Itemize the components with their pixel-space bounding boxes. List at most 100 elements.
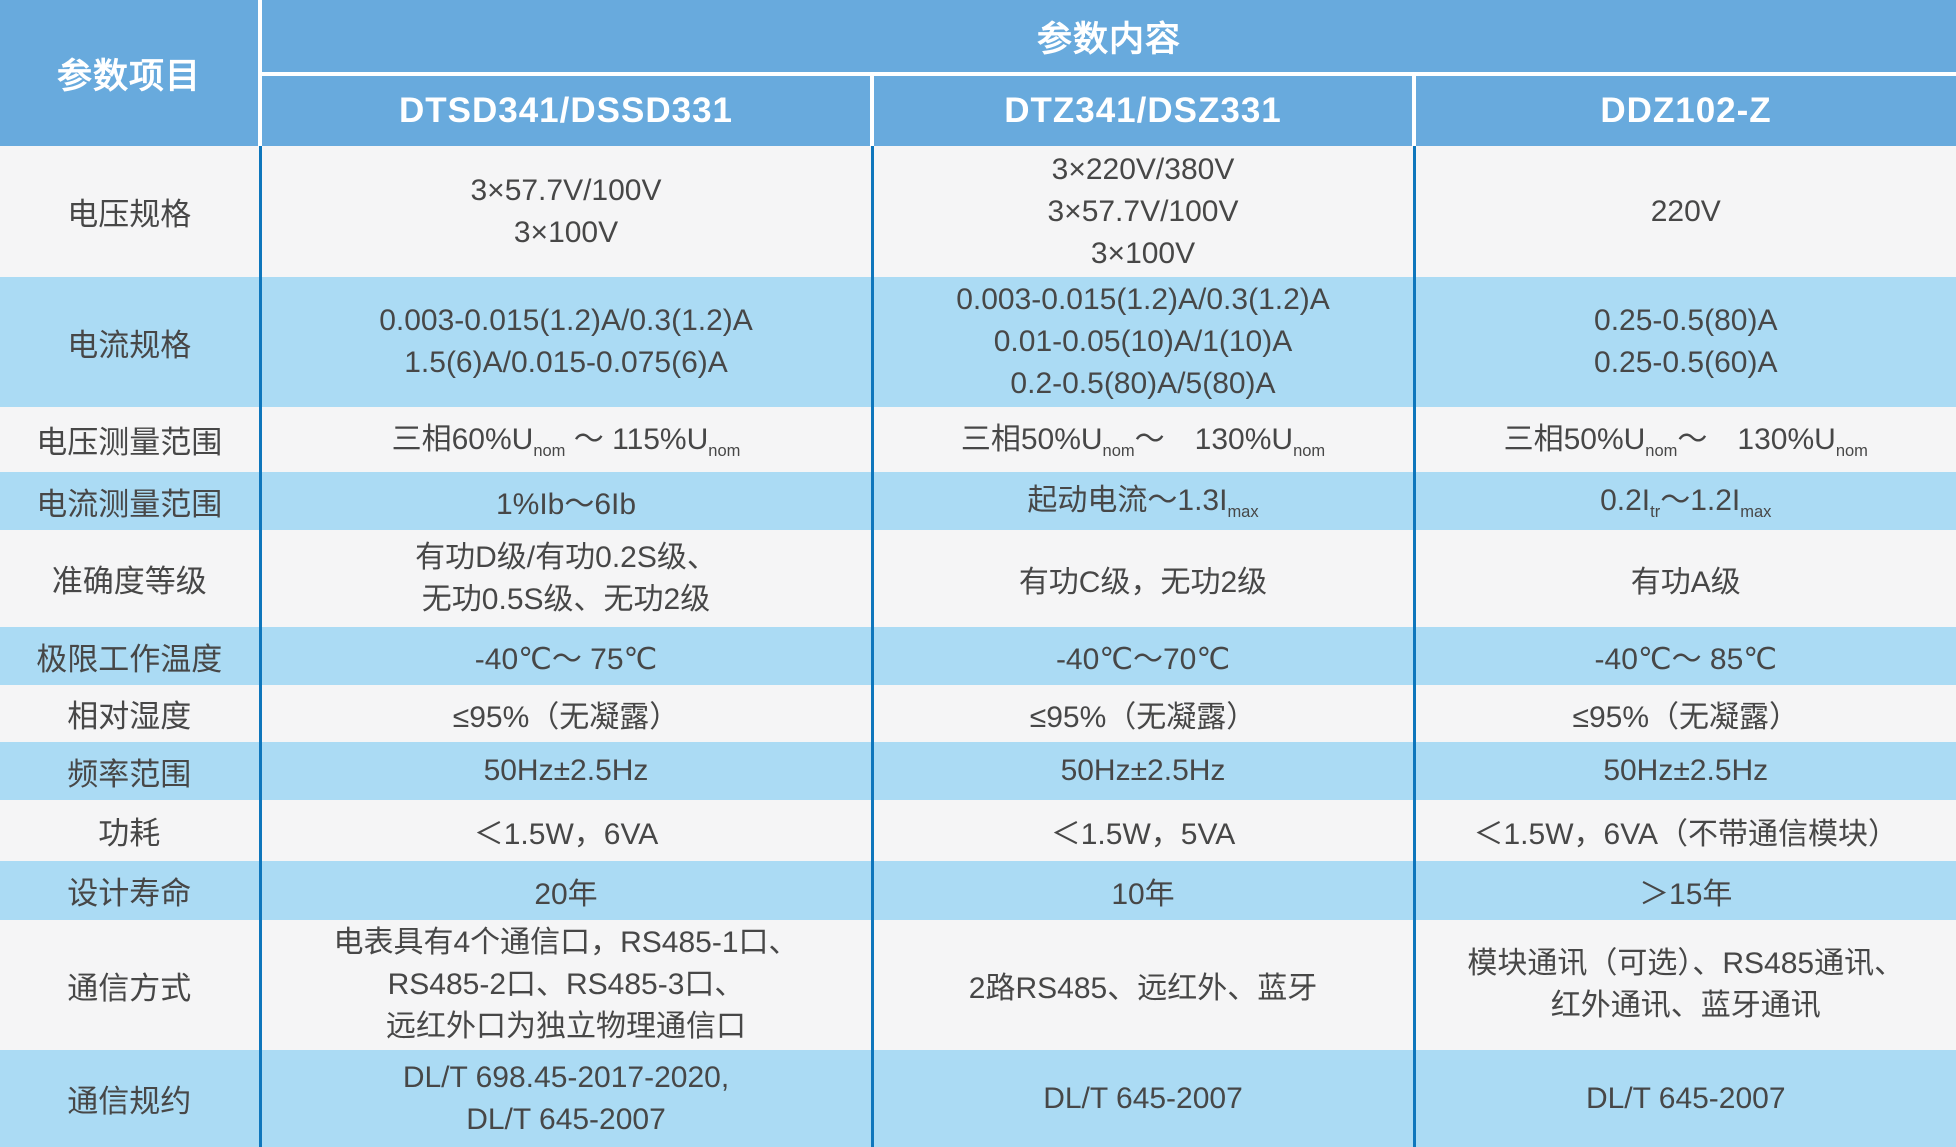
- cell-comm-method-ddz: 模块通讯（可选）、RS485通讯、 红外通讯、蓝牙通讯: [1412, 920, 1956, 1050]
- cell-line: 0.2-0.5(80)A/5(80)A: [1010, 367, 1276, 400]
- cell-accuracy-dtsd: 有功D级/有功0.2S级、 无功0.5S级、无功2级: [258, 530, 872, 627]
- cell-line: 0.25-0.5(80)A: [1594, 304, 1778, 337]
- cell-line: 3×57.7V/100V: [1047, 194, 1239, 228]
- cell-current-range-dtz: 起动电流～1.3Imax: [870, 472, 1414, 530]
- table-row-voltage-spec: 电压规格 3×57.7V/100V 3×100V 3×220V/380V 3×5…: [0, 146, 1956, 277]
- cell-humidity-ddz: ≤95%（无凝露）: [1412, 685, 1956, 742]
- table-row-operating-temperature: 极限工作温度 -40℃～ 75℃ -40℃～70℃ -40℃～ 85℃: [0, 627, 1956, 685]
- cell-line: 0.003-0.015(1.2)A/0.3(1.2)A: [379, 304, 753, 337]
- cell-current-spec-ddz: 0.25-0.5(80)A 0.25-0.5(60)A: [1412, 277, 1956, 407]
- cell-line: 3×220V/380V: [1051, 152, 1235, 186]
- cell-voltage-spec-ddz: 220V: [1412, 146, 1956, 277]
- cell-voltage-range-ddz: 三相50%Unom～ 130%Unom: [1412, 407, 1956, 472]
- cell-voltage-range-dtz: 三相50%Unom～ 130%Unom: [870, 407, 1414, 472]
- sub-run: nom: [1645, 441, 1678, 460]
- cell-line: 三相50%Unom～ 130%Unom: [874, 419, 1413, 461]
- text-run: 三相50%U: [960, 422, 1103, 456]
- cell-life-dtz: 10年: [870, 861, 1414, 920]
- table-row-communication-protocol: 通信规约 DL/T 698.45-2017-2020, DL/T 645-200…: [0, 1050, 1956, 1147]
- cell-humidity-dtz: ≤95%（无凝露）: [870, 685, 1414, 742]
- text-run: 起动电流～1.3I: [1027, 484, 1228, 517]
- cell-voltage-spec-dtz: 3×220V/380V 3×57.7V/100V 3×100V: [870, 146, 1414, 277]
- cell-line: 模块通讯（可选）、RS485通讯、: [1467, 947, 1905, 980]
- table-row-accuracy-class: 准确度等级 有功D级/有功0.2S级、 无功0.5S级、无功2级 有功C级，无功…: [0, 530, 1956, 627]
- row-label-operating-temperature: 极限工作温度: [36, 641, 223, 677]
- cell-line: DL/T 698.45-2017-2020,: [402, 1060, 730, 1094]
- table-row-current-spec: 电流规格 0.003-0.015(1.2)A/0.3(1.2)A 1.5(6)A…: [0, 277, 1956, 407]
- cell-line: 3×57.7V/100V: [470, 173, 662, 207]
- sub-run: nom: [1102, 441, 1135, 460]
- header-model-dtz341-dsz331: DTZ341/DSZ331: [870, 74, 1414, 146]
- header-model-dtsd341-dssd331: DTSD341/DSSD331: [258, 74, 872, 146]
- cell-frequency-dtsd: 50Hz±2.5Hz: [258, 742, 872, 800]
- header-param-content: 参数内容: [258, 0, 1956, 76]
- sub-run: nom: [533, 441, 566, 460]
- table-row-current-measure-range: 电流测量范围 1%Ib～6Ib 起动电流～1.3Imax 0.2Itr～1.2I…: [0, 472, 1956, 530]
- cell-accuracy-ddz: 有功A级: [1412, 530, 1956, 627]
- cell-voltage-range-dtsd: 三相60%Unom ～ 115%Unom: [258, 407, 872, 472]
- cell-comm-protocol-dtz: DL/T 645-2007: [870, 1050, 1414, 1147]
- text-run: 三相60%U: [391, 422, 534, 456]
- cell-frequency-dtz: 50Hz±2.5Hz: [870, 742, 1414, 800]
- cell-humidity-dtsd: ≤95%（无凝露）: [258, 685, 872, 742]
- cell-power-ddz: ＜1.5W，6VA（不带通信模块）: [1412, 800, 1956, 861]
- cell-line: 0.2Itr～1.2Imax: [1416, 480, 1956, 522]
- table-row-power-consumption: 功耗 ＜1.5W，6VA ＜1.5W，5VA ＜1.5W，6VA（不带通信模块）: [0, 800, 1956, 861]
- table-row-relative-humidity: 相对湿度 ≤95%（无凝露） ≤95%（无凝露） ≤95%（无凝露）: [0, 685, 1956, 742]
- sub-run: nom: [708, 441, 741, 460]
- cell-line: 三相60%Unom ～ 115%Unom: [262, 419, 871, 461]
- header-model-ddz102-z: DDZ102-Z: [1412, 74, 1956, 146]
- text-run: ～1.2I: [1660, 484, 1741, 517]
- cell-accuracy-dtz: 有功C级，无功2级: [870, 530, 1414, 627]
- cell-line: 三相50%Unom～ 130%Unom: [1416, 419, 1956, 461]
- cell-line: 远红外口为独立物理通信口: [386, 1010, 746, 1043]
- sub-run: nom: [1293, 441, 1326, 460]
- cell-voltage-spec-dtsd: 3×57.7V/100V 3×100V: [258, 146, 872, 277]
- cell-temperature-dtsd: -40℃～ 75℃: [258, 627, 872, 685]
- cell-current-spec-dtsd: 0.003-0.015(1.2)A/0.3(1.2)A 1.5(6)A/0.01…: [258, 277, 872, 407]
- cell-life-dtsd: 20年: [258, 861, 872, 920]
- cell-line: 起动电流～1.3Imax: [874, 480, 1413, 522]
- header-row-models: DTSD341/DSSD331 DTZ341/DSZ331 DDZ102-Z: [0, 74, 1956, 146]
- cell-temperature-dtz: -40℃～70℃: [870, 627, 1414, 685]
- cell-current-range-ddz: 0.2Itr～1.2Imax: [1412, 472, 1956, 530]
- row-label-frequency-range: 频率范围: [67, 756, 192, 792]
- cell-line: 3×100V: [1090, 236, 1196, 270]
- text-run: ～ 130%U: [1677, 422, 1836, 456]
- header-param-item: 参数项目: [0, 0, 260, 146]
- cell-line: 红外通讯、蓝牙通讯: [1550, 989, 1821, 1022]
- cell-frequency-ddz: 50Hz±2.5Hz: [1412, 742, 1956, 800]
- row-label-design-life: 设计寿命: [67, 876, 192, 911]
- cell-comm-method-dtz: 2路RS485、远红外、蓝牙: [870, 920, 1414, 1050]
- cell-line: 电表具有4个通信口，RS485-1口、: [333, 926, 799, 959]
- cell-line: 0.003-0.015(1.2)A/0.3(1.2)A: [956, 283, 1330, 316]
- cell-comm-protocol-ddz: DL/T 645-2007: [1412, 1050, 1956, 1147]
- table-row-voltage-measure-range: 电压测量范围 三相60%Unom ～ 115%Unom 三相50%Unom～ 1…: [0, 407, 1956, 472]
- cell-line: 1.5(6)A/0.015-0.075(6)A: [404, 346, 728, 379]
- table-row-communication-method: 通信方式 电表具有4个通信口，RS485-1口、 RS485-2口、RS485-…: [0, 920, 1956, 1050]
- cell-power-dtz: ＜1.5W，5VA: [870, 800, 1414, 861]
- sub-run: max: [1740, 503, 1772, 521]
- cell-line: 无功0.5S级、无功2级: [421, 582, 711, 616]
- row-label-voltage-measure-range: 电压测量范围: [36, 425, 223, 460]
- text-run: 三相50%U: [1503, 422, 1646, 456]
- row-label-communication-protocol: 通信规约: [67, 1084, 192, 1119]
- cell-life-ddz: ＞15年: [1412, 861, 1956, 920]
- table-row-frequency-range: 频率范围 50Hz±2.5Hz 50Hz±2.5Hz 50Hz±2.5Hz: [0, 742, 1956, 800]
- cell-line: 0.01-0.05(10)A/1(10)A: [993, 325, 1293, 358]
- cell-line: DL/T 645-2007: [466, 1102, 666, 1136]
- text-run: 0.2I: [1600, 484, 1651, 517]
- cell-line: 有功D级/有功0.2S级、: [415, 540, 717, 574]
- table-row-design-life: 设计寿命 20年 10年 ＞15年: [0, 861, 1956, 920]
- cell-comm-method-dtsd: 电表具有4个通信口，RS485-1口、 RS485-2口、RS485-3口、 远…: [258, 920, 872, 1050]
- row-label-relative-humidity: 相对湿度: [67, 699, 192, 734]
- header-row-top: 参数项目 参数内容: [0, 0, 1956, 146]
- row-label-voltage-spec: 电压规格: [67, 197, 192, 232]
- row-label-accuracy-class: 准确度等级: [51, 564, 207, 599]
- cell-line: 0.25-0.5(60)A: [1594, 346, 1778, 379]
- row-label-communication-method: 通信方式: [67, 970, 192, 1006]
- row-label-current-measure-range: 电流测量范围: [36, 486, 223, 522]
- text-run: ～ 115%U: [565, 422, 709, 456]
- sub-run: max: [1227, 503, 1259, 521]
